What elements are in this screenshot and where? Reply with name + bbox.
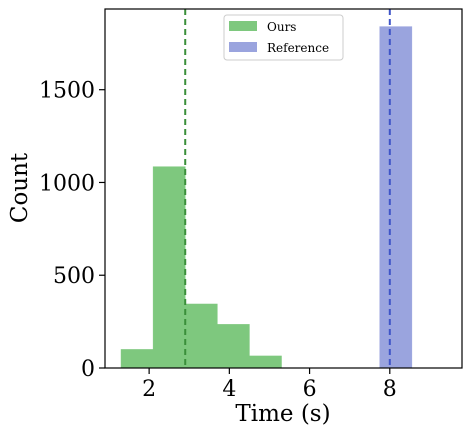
y-tick-label: 1500 bbox=[39, 79, 95, 104]
axes-frame bbox=[104, 8, 463, 369]
y-tick-label: 500 bbox=[53, 264, 95, 289]
x-tick-label: 4 bbox=[222, 377, 236, 402]
legend: Ours Reference bbox=[223, 14, 344, 61]
legend-label-ours: Ours bbox=[267, 20, 296, 34]
legend-label-reference: Reference bbox=[267, 41, 329, 55]
bar-reference-0 bbox=[379, 26, 413, 369]
y-axis-label: Count bbox=[7, 152, 33, 223]
bar-ours-0 bbox=[120, 349, 154, 369]
x-tick-label: 8 bbox=[383, 377, 397, 402]
bar-ours-2 bbox=[184, 303, 218, 369]
y-tick-label: 0 bbox=[81, 357, 95, 382]
legend-swatch-ours bbox=[229, 21, 257, 31]
bar-ours-3 bbox=[217, 324, 250, 369]
bar-ours-1 bbox=[152, 166, 186, 369]
histogram-bars bbox=[120, 26, 413, 369]
x-tick-label: 2 bbox=[142, 377, 156, 402]
legend-swatch-reference bbox=[229, 42, 257, 52]
x-axis-label: Time (s) bbox=[235, 401, 330, 427]
x-tick-label: 6 bbox=[303, 377, 317, 402]
y-tick-label: 1000 bbox=[39, 171, 95, 196]
y-axis-ticks: 0 500 1000 1500 bbox=[39, 79, 105, 382]
bar-ours-4 bbox=[249, 355, 282, 369]
x-axis-ticks: 2 4 6 8 bbox=[142, 368, 397, 402]
